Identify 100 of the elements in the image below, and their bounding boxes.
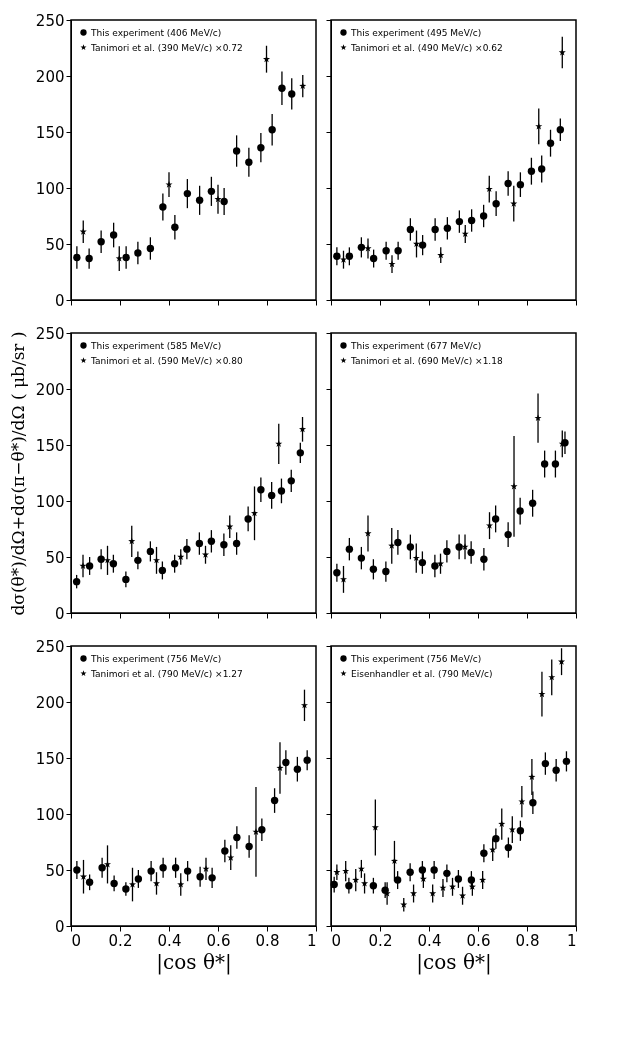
point	[540, 460, 549, 468]
y-tick-label: 0	[54, 291, 65, 310]
point	[97, 238, 105, 246]
legend-label: This experiment (677 MeV/c)	[350, 340, 482, 351]
point	[267, 491, 276, 500]
point	[449, 883, 457, 890]
point	[268, 126, 276, 134]
y-tick-label: 200	[35, 380, 65, 399]
point	[528, 499, 537, 507]
point	[437, 251, 445, 259]
point	[406, 225, 415, 234]
point	[345, 252, 354, 261]
point	[538, 690, 546, 698]
point	[245, 158, 253, 166]
point	[510, 199, 518, 207]
point	[443, 547, 451, 556]
point	[480, 849, 488, 857]
point	[510, 482, 518, 490]
point	[369, 881, 378, 890]
legend-label: Tanimori et al. (490 MeV/c) ×0.62	[350, 42, 503, 53]
point	[455, 543, 463, 551]
point	[418, 866, 427, 874]
point	[537, 165, 546, 173]
point	[548, 673, 556, 681]
legend-label: This experiment (756 MeV/c)	[350, 653, 482, 664]
point	[535, 122, 543, 130]
point	[195, 539, 204, 548]
point	[232, 539, 241, 548]
point	[73, 253, 81, 262]
point	[418, 241, 427, 249]
point	[195, 196, 204, 205]
point	[282, 758, 290, 767]
point	[296, 449, 305, 457]
point	[258, 825, 266, 834]
x-tick-label: 0.6	[466, 931, 491, 950]
point	[443, 869, 451, 878]
point	[122, 253, 130, 262]
point	[147, 867, 155, 875]
point	[504, 843, 513, 852]
legend-label: This experiment (495 MeV/c)	[350, 27, 482, 38]
point	[406, 868, 414, 876]
point	[270, 796, 279, 805]
point	[345, 545, 354, 553]
point	[158, 566, 167, 575]
point	[257, 143, 265, 152]
point	[333, 868, 341, 876]
point	[461, 230, 469, 237]
point	[159, 203, 167, 211]
point	[546, 139, 555, 147]
point	[177, 553, 185, 560]
point	[207, 537, 216, 546]
point	[196, 873, 204, 881]
point	[529, 799, 537, 807]
x-tick-label: 0	[331, 931, 342, 950]
legend-label: This experiment (406 MeV/c)	[90, 27, 222, 38]
point	[400, 901, 408, 908]
y-tick-label: 50	[45, 861, 65, 880]
point	[233, 833, 241, 842]
x-axis-title: |cos θ*|	[156, 949, 232, 975]
point	[439, 884, 447, 891]
point	[220, 540, 228, 549]
point	[245, 842, 253, 851]
legend-label: Tanimori et al. (690 MeV/c) ×1.18	[350, 355, 503, 366]
point	[393, 876, 402, 884]
legend-label: This experiment (756 MeV/c)	[90, 653, 222, 664]
point	[357, 554, 366, 562]
y-tick-label: 250	[35, 324, 65, 343]
point	[394, 538, 402, 547]
x-tick-label: 1	[566, 931, 577, 950]
point	[170, 560, 179, 568]
y-axis-title: dσ(θ*)/dΩ+dσ(π−θ*)/dΩ ( μb/sr )	[7, 331, 28, 616]
point	[382, 247, 390, 255]
y-tick-label: 150	[35, 436, 65, 455]
point	[134, 875, 143, 883]
point	[394, 247, 402, 255]
y-tick-label: 200	[35, 67, 65, 86]
y-tick-label: 150	[35, 123, 65, 142]
point	[431, 225, 439, 234]
point	[303, 756, 311, 764]
y-tick-label: 100	[35, 492, 65, 511]
point	[277, 487, 286, 495]
x-tick-label: 1	[306, 931, 317, 950]
point	[122, 885, 130, 893]
point	[485, 185, 493, 193]
point	[369, 254, 378, 263]
y-tick-label: 0	[54, 917, 65, 936]
point	[110, 879, 118, 888]
point	[562, 757, 571, 766]
point	[412, 554, 420, 562]
point	[558, 48, 566, 56]
legend-label: Tanimori et al. (590 MeV/c) ×0.80	[90, 355, 243, 366]
point	[207, 187, 216, 196]
x-axis-title: |cos θ*|	[416, 949, 492, 975]
point	[479, 212, 488, 220]
point	[98, 864, 106, 872]
point	[518, 797, 526, 805]
point	[171, 864, 180, 872]
point	[516, 180, 525, 189]
point	[128, 537, 136, 545]
x-tick-label: 0	[71, 931, 82, 950]
